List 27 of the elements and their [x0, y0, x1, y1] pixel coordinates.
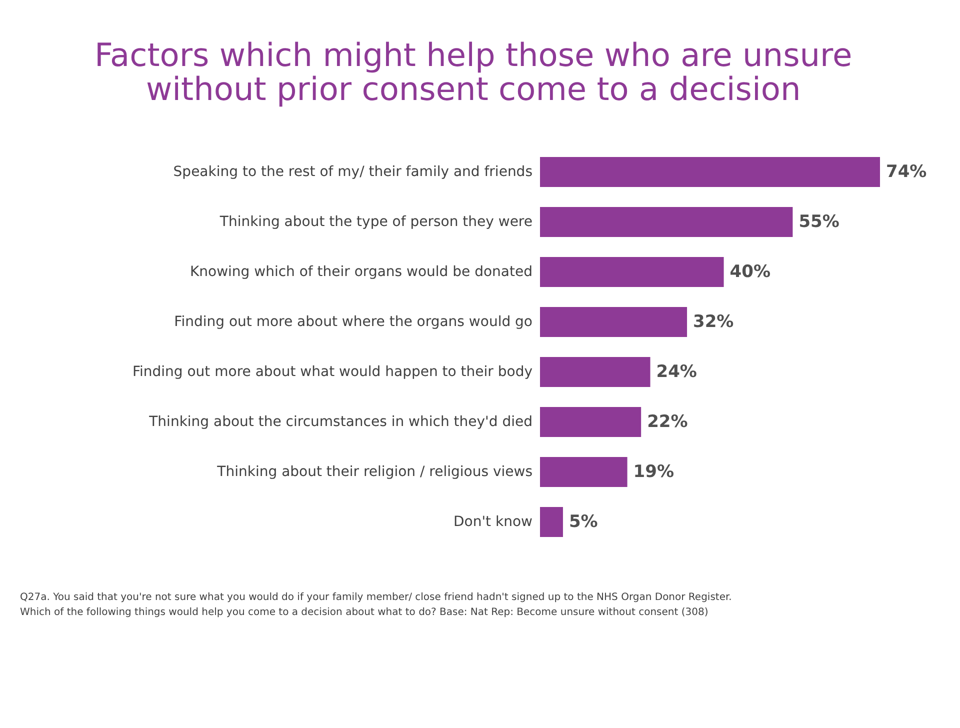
- y-tick-label: Don't know: [453, 514, 532, 530]
- y-tick-label: Finding out more about what would happen to their body: [132, 364, 532, 380]
- bar: [540, 157, 880, 187]
- y-tick-label: Knowing which of their organs would be donated: [190, 264, 532, 280]
- data-label: 24%: [656, 362, 697, 382]
- data-label: 32%: [693, 312, 734, 332]
- y-tick-label: Finding out more about where the organs would go: [174, 314, 532, 330]
- bar: [540, 507, 563, 537]
- y-tick-label: Speaking to the rest of my/ their family and friends: [173, 164, 532, 180]
- data-label: 22%: [647, 412, 688, 432]
- data-label: 19%: [633, 462, 674, 482]
- bar: [540, 457, 628, 487]
- bar: [540, 407, 642, 437]
- y-tick-label: Thinking about the type of person they were: [218, 214, 532, 230]
- data-label: 40%: [730, 262, 770, 282]
- data-label: 55%: [798, 212, 840, 232]
- bar: [540, 307, 688, 337]
- data-label: 5%: [568, 512, 598, 532]
- bar: [540, 207, 793, 237]
- text: Factors which might help those who are unsure: [94, 36, 852, 74]
- bar: [540, 257, 724, 287]
- text: Which of the following things would help you come to a decision about what to do? Base: Nat Rep: Become unsure without consent (308): [20, 607, 708, 618]
- bar: [540, 357, 650, 387]
- text: Q27a. You said that you're not sure what you would do if your family member/ close friend hadn't signed up to the NHS Organ Donor Register.: [20, 592, 732, 603]
- data-label: 74%: [886, 162, 927, 182]
- y-tick-label: Thinking about the circumstances in which they'd died: [148, 414, 532, 430]
- y-tick-label: Thinking about their religion / religious views: [216, 464, 532, 480]
